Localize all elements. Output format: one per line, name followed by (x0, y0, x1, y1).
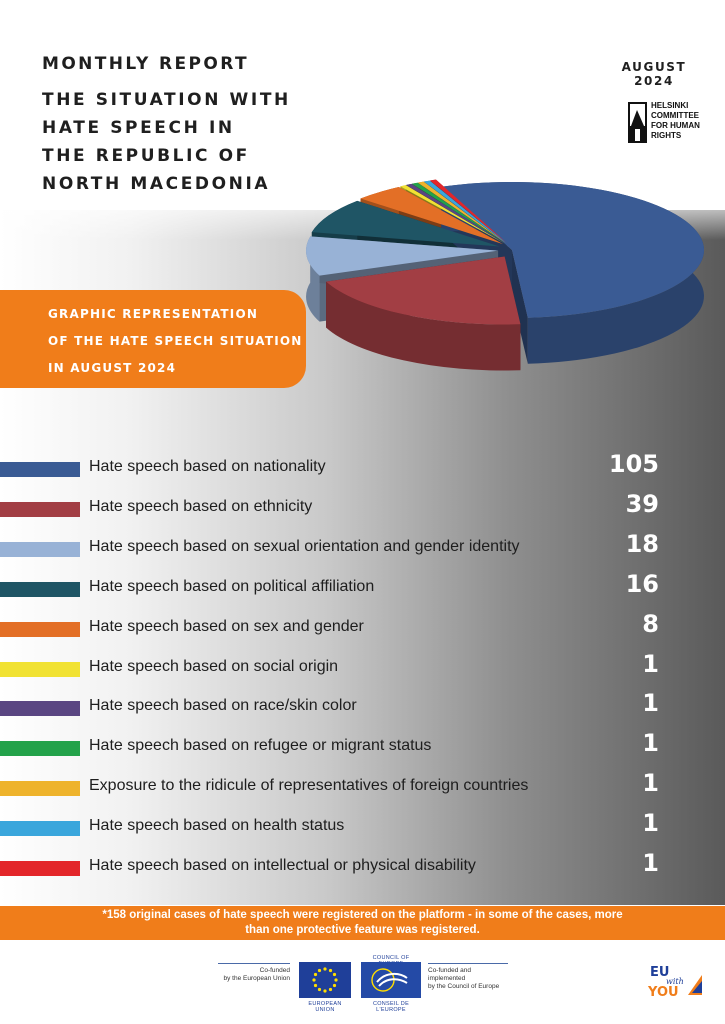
report-kicker: MONTHLY REPORT (42, 54, 249, 74)
euyou-you: YOU (648, 985, 679, 1000)
legend-value: 1 (642, 809, 659, 838)
legend-row: Hate speech based on race/skin color 1 (0, 688, 725, 728)
footnote-line-1: *158 original cases of hate speech were … (102, 909, 623, 921)
legend-row: Hate speech based on refugee or migrant … (0, 728, 725, 768)
eu-with-you-logo: EU with YOU (646, 963, 706, 1003)
report-title-line-1: THE SITUATION WITH (42, 90, 291, 110)
legend-value: 1 (642, 649, 659, 678)
eu-caption: EUROPEAN UNION (308, 1001, 342, 1013)
council-of-europe-flag-icon (361, 962, 421, 998)
legend-value: 1 (642, 729, 659, 758)
eu-funding-text: Co-funded by the European Union (223, 967, 291, 982)
hate-speech-pie-chart (306, 179, 704, 371)
legend-row: Hate speech based on social origin 1 (0, 649, 725, 689)
legend-label: Hate speech based on health status (89, 817, 345, 835)
legend-label: Hate speech based on ethnicity (89, 497, 313, 515)
legend-row: Hate speech based on sex and gender 8 (0, 609, 725, 649)
pie-slice (424, 180, 507, 243)
pie-slice (412, 182, 506, 244)
legend-swatch (0, 861, 80, 876)
report-title-line-2: HATE SPEECH IN (42, 118, 235, 138)
legend-label: Hate speech based on sexual orientation … (89, 537, 520, 555)
legend-value: 1 (642, 689, 659, 718)
legend-swatch (0, 541, 80, 557)
coe-rule (428, 963, 508, 964)
legend-value: 105 (608, 450, 659, 478)
legend-row: Hate speech based on nationality 105 (0, 449, 725, 489)
graphic-representation-banner: GRAPHIC REPRESENTATION OF THE HATE SPEEC… (0, 290, 306, 388)
legend-label: Hate speech based on social origin (89, 657, 339, 675)
legend-swatch (0, 661, 80, 677)
legend-label: Hate speech based on intellectual or phy… (89, 857, 476, 874)
report-month: AUGUST (621, 60, 687, 74)
legend-label: Hate speech based on nationality (89, 458, 326, 475)
legend-label: Hate speech based on sex and gender (89, 617, 364, 635)
pie-slice (360, 187, 503, 245)
euyou-flag-icon (688, 975, 702, 995)
legend-row: Hate speech based on intellectual or phy… (0, 848, 725, 888)
legend-value: 16 (625, 569, 659, 598)
coe-caption: CONSEIL DE L'EUROPE (372, 1001, 410, 1013)
legend-label: Exposure to the ridicule of representati… (89, 777, 529, 795)
legend-row: Hate speech based on sexual orientation … (0, 529, 725, 569)
footnote-line-2: than one protective feature was register… (245, 924, 480, 936)
legend-swatch (0, 581, 80, 597)
legend-value: 18 (625, 529, 659, 558)
legend-label: Hate speech based on race/skin color (89, 697, 357, 715)
footnote-bar: *158 original cases of hate speech were … (0, 906, 725, 940)
pie-slice-side (512, 250, 528, 364)
report-year: 2024 (634, 74, 674, 88)
logo-text: HELSINKI COMMITTEE FOR HUMAN RIGHTS (651, 101, 700, 140)
legend-row: Exposure to the ridicule of representati… (0, 768, 725, 808)
legend-swatch (0, 781, 80, 797)
legend-label: Hate speech based on refugee or migrant … (89, 737, 432, 755)
euyou-with: with (666, 977, 684, 986)
legend-row: Hate speech based on political affiliati… (0, 569, 725, 609)
legend-value: 8 (642, 609, 659, 638)
pie-slice (430, 179, 507, 243)
eu-flag-icon (299, 962, 351, 998)
eu-rule (218, 963, 290, 964)
report-header: MONTHLY REPORT THE SITUATION WITH HATE S… (42, 52, 342, 198)
legend-row: Hate speech based on ethnicity 39 (0, 489, 725, 529)
pie-slice (311, 200, 500, 247)
report-title-line-4: NORTH MACEDONIA (42, 174, 271, 194)
legend-value: 1 (642, 849, 659, 877)
report-date: AUGUST 2024 (612, 60, 696, 88)
logo-emblem-icon (628, 102, 647, 143)
pie-slice (306, 236, 499, 276)
pie-slice-rim (326, 281, 521, 371)
banner-line-2: OF THE HATE SPEECH SITUATION (48, 334, 303, 348)
banner-line-3: IN AUGUST 2024 (48, 361, 177, 375)
pie-slice (400, 185, 505, 244)
legend-swatch (0, 462, 80, 477)
funders-strip: Co-funded by the European Union EUROPEAN… (0, 955, 725, 1015)
euyou-eu: EU (650, 965, 670, 980)
helsinki-committee-logo: HELSINKI COMMITTEE FOR HUMAN RIGHTS (626, 100, 706, 146)
legend-swatch (0, 821, 80, 837)
legend-swatch (0, 501, 80, 517)
legend-value: 39 (625, 489, 659, 518)
pie-slice (406, 183, 505, 244)
legend-swatch (0, 701, 80, 717)
legend-row: Hate speech based on health status 1 (0, 808, 725, 848)
legend-swatch (0, 621, 80, 637)
coe-funding-text: Co-funded and implemented by the Council… (428, 967, 500, 990)
pie-slice (326, 256, 521, 325)
legend-swatch (0, 741, 80, 757)
legend-value: 1 (642, 769, 659, 798)
pie-slice (417, 181, 506, 244)
banner-line-1: GRAPHIC REPRESENTATION (48, 307, 259, 321)
pie-slice (441, 182, 704, 318)
legend-label: Hate speech based on political affiliati… (89, 577, 375, 595)
report-title-line-3: THE REPUBLIC OF (42, 146, 250, 166)
